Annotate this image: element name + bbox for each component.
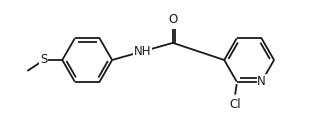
Text: N: N bbox=[257, 75, 266, 88]
Text: Cl: Cl bbox=[229, 98, 241, 111]
Text: O: O bbox=[168, 13, 178, 26]
Text: S: S bbox=[40, 54, 47, 66]
Text: NH: NH bbox=[134, 45, 151, 58]
